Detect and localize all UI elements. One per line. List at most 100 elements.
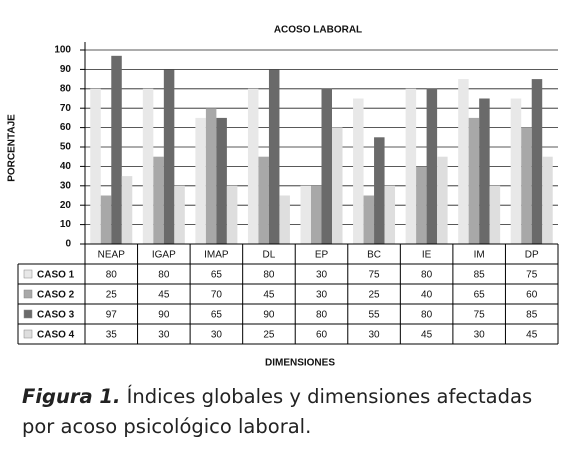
bar [153, 156, 164, 244]
bar [374, 137, 385, 244]
legend-swatch [23, 289, 33, 299]
table-value: 80 [421, 310, 433, 321]
table-value: 25 [106, 290, 118, 301]
table-value: 30 [474, 330, 486, 341]
bar [205, 108, 217, 244]
bar [384, 185, 396, 244]
x-tick-label: IGAP [152, 250, 176, 261]
bar [531, 79, 543, 244]
chart: ACOSO LABORAL PORCENTAJE DIMENSIONES 0 10… [7, 25, 559, 369]
y-tick-label: 60 [60, 122, 72, 133]
caption: Figura 1. Índices globales y dimensiones… [22, 382, 567, 442]
bar [353, 98, 364, 244]
legend-label: CASO 4 [37, 330, 75, 341]
legend-label: CASO 3 [37, 310, 75, 321]
bar [510, 98, 522, 244]
legend-label: CASO 1 [37, 270, 75, 281]
table-value: 30 [368, 330, 380, 341]
table-value: 25 [368, 290, 380, 301]
table-value: 85 [474, 270, 486, 281]
x-tick-label: DP [525, 250, 539, 261]
legend-swatch [23, 269, 33, 279]
y-tick-label: 90 [60, 64, 72, 75]
y-tick-label: 40 [60, 161, 72, 172]
table-value: 35 [106, 330, 118, 341]
table-value: 45 [263, 290, 275, 301]
bar [479, 98, 490, 244]
y-tick-label: 20 [60, 200, 72, 211]
bar [468, 117, 480, 244]
bar [111, 55, 122, 244]
table-value: 55 [368, 310, 380, 321]
table-value: 65 [211, 270, 223, 281]
x-tick-label: IM [474, 250, 485, 261]
x-tick-label: BC [367, 250, 381, 261]
bar [279, 195, 290, 244]
caption-label: Figura 1. [22, 385, 121, 408]
table-value: 97 [106, 310, 118, 321]
table-value: 30 [316, 290, 328, 301]
legend-swatch [23, 309, 33, 319]
table-value: 75 [526, 270, 538, 281]
bar [332, 127, 343, 244]
bar [121, 176, 133, 244]
x-tick-label: IMAP [204, 250, 229, 261]
table-value: 80 [106, 270, 118, 281]
y-tick-label: 70 [60, 103, 72, 114]
caption-text: Índices globales y dimensiones afectadas… [22, 385, 533, 438]
bar [174, 185, 185, 244]
x-tick-label: NEAP [98, 250, 126, 261]
x-tick-label: EP [315, 250, 329, 261]
table-value: 80 [316, 310, 328, 321]
table-value: 45 [421, 330, 433, 341]
bar [216, 117, 227, 244]
x-axis-label: DIMENSIONES [265, 358, 335, 369]
bar [437, 156, 448, 244]
bar [163, 69, 175, 245]
bar [321, 88, 332, 244]
chart-title: ACOSO LABORAL [274, 25, 362, 36]
table-value: 60 [316, 330, 328, 341]
table-value: 70 [211, 290, 223, 301]
table-value: 65 [474, 290, 486, 301]
bar [300, 185, 311, 244]
table-value: 90 [158, 310, 170, 321]
table-value: 45 [158, 290, 170, 301]
table-value: 30 [316, 270, 328, 281]
y-tick-label: 0 [65, 239, 71, 250]
legend-swatch [23, 329, 33, 339]
table-value: 45 [526, 330, 538, 341]
y-tick-label: 50 [60, 142, 72, 153]
table-value: 80 [421, 270, 433, 281]
y-tick-label: 100 [54, 45, 71, 56]
table-value: 90 [263, 310, 275, 321]
x-tick-label: DL [263, 250, 276, 261]
table-value: 40 [421, 290, 433, 301]
table-value: 75 [368, 270, 380, 281]
table-value: 25 [263, 330, 275, 341]
bar [405, 88, 417, 244]
y-axis-label: PORCENTAJE [7, 114, 18, 182]
bar [489, 185, 501, 244]
bar [458, 79, 469, 244]
bar [268, 69, 280, 245]
bar [363, 195, 375, 244]
table-value: 80 [158, 270, 170, 281]
bar [100, 195, 112, 244]
table-value: 60 [526, 290, 538, 301]
table-value: 65 [211, 310, 223, 321]
bar [521, 127, 532, 244]
table-value: 30 [158, 330, 170, 341]
bar [542, 156, 553, 244]
table-value: 85 [526, 310, 538, 321]
bar [258, 156, 269, 244]
table-value: 75 [474, 310, 486, 321]
bar [195, 117, 206, 244]
y-tick-label: 80 [60, 83, 72, 94]
bar [226, 185, 238, 244]
table-value: 80 [263, 270, 275, 281]
bar [90, 88, 101, 244]
table-value: 30 [211, 330, 223, 341]
y-tick-label: 30 [60, 180, 72, 191]
